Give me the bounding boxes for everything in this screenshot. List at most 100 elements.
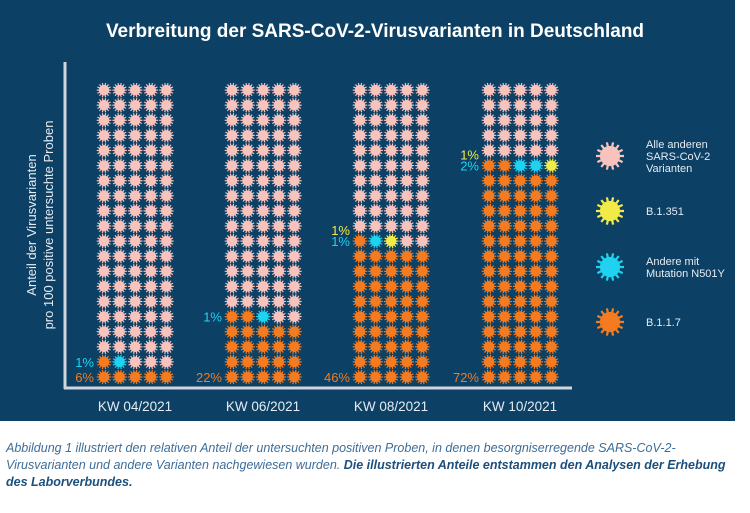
virus-mark-b-1-1-7 — [271, 339, 287, 355]
virus-mark-alle-anderen-sars-cov-2-varianten — [415, 113, 430, 128]
virus-mark-alle-anderen-sars-cov-2-varianten — [399, 173, 415, 188]
virus-mark-b-1-1-7 — [528, 369, 544, 385]
virus-mark-alle-anderen-sars-cov-2-varianten — [497, 128, 512, 143]
legend-label: SARS-CoV-2 — [646, 151, 710, 163]
virus-mark-alle-anderen-sars-cov-2-varianten — [240, 279, 255, 294]
virus-mark-alle-anderen-sars-cov-2-varianten — [96, 339, 112, 355]
virus-mark-alle-anderen-sars-cov-2-varianten — [159, 309, 174, 324]
virus-mark-b-1-1-7 — [544, 324, 559, 339]
virus-mark-b-1-1-7 — [368, 264, 383, 279]
virus-mark-alle-anderen-sars-cov-2-varianten — [368, 143, 383, 158]
virus-mark-alle-anderen-sars-cov-2-varianten — [143, 294, 159, 309]
virus-mark-b-1-1-7 — [255, 339, 271, 355]
virus-mark-alle-anderen-sars-cov-2-varianten — [255, 218, 271, 234]
virus-mark-alle-anderen-sars-cov-2-varianten — [383, 203, 399, 219]
virus-mark-alle-anderen-sars-cov-2-varianten — [96, 264, 112, 279]
virus-mark-alle-anderen-sars-cov-2-varianten — [159, 173, 174, 188]
virus-mark-b-1-1-7 — [415, 369, 430, 385]
virus-mark-alle-anderen-sars-cov-2-varianten — [127, 158, 143, 173]
virus-mark-b-1-1-7 — [528, 173, 544, 188]
virus-mark-alle-anderen-sars-cov-2-varianten — [159, 82, 174, 98]
virus-mark-b-1-1-7 — [497, 369, 512, 385]
virus-mark-b-1-1-7 — [528, 339, 544, 355]
virus-mark-alle-anderen-sars-cov-2-varianten — [240, 203, 255, 219]
virus-mark-b-1-1-7 — [287, 324, 302, 339]
virus-mark-alle-anderen-sars-cov-2-varianten — [96, 128, 112, 143]
virus-mark-b-1-1-7 — [271, 369, 287, 385]
figure-caption: Abbildung 1 illustriert den relativen An… — [6, 440, 741, 491]
virus-mark-alle-anderen-sars-cov-2-varianten — [159, 128, 174, 143]
virus-mark-alle-anderen-sars-cov-2-varianten — [255, 203, 271, 219]
virus-mark-b-1-1-7 — [481, 173, 497, 188]
virus-mark-b-1-1-7 — [528, 294, 544, 309]
virus-mark-alle-anderen-sars-cov-2-varianten — [127, 128, 143, 143]
virus-mark-b-1-1-7 — [368, 324, 383, 339]
virus-mark-b-1-1-7 — [544, 309, 559, 324]
virus-mark-alle-anderen-sars-cov-2-varianten — [224, 218, 240, 234]
virus-mark-b-1-1-7 — [512, 173, 528, 188]
virus-mark-alle-anderen-sars-cov-2-varianten — [415, 173, 430, 188]
virus-mark-alle-anderen-sars-cov-2-varianten — [368, 128, 383, 143]
virus-mark-alle-anderen-sars-cov-2-varianten — [399, 188, 415, 204]
virus-mark-b-1-1-7 — [352, 354, 368, 370]
virus-mark-alle-anderen-sars-cov-2-varianten — [415, 218, 430, 234]
virus-mark-alle-anderen-sars-cov-2-varianten — [528, 143, 544, 158]
virus-mark-b-1-1-7 — [481, 309, 497, 324]
virus-mark-alle-anderen-sars-cov-2-varianten — [127, 203, 143, 219]
virus-mark-alle-anderen-sars-cov-2-varianten — [112, 203, 127, 219]
virus-mark-alle-anderen-sars-cov-2-varianten — [287, 143, 302, 158]
virus-mark-b-1-1-7 — [383, 309, 399, 324]
virus-mark-b-1-1-7 — [287, 369, 302, 385]
virus-mark-alle-anderen-sars-cov-2-varianten — [497, 82, 512, 98]
virus-mark-alle-anderen-sars-cov-2-varianten — [143, 128, 159, 143]
virus-mark-alle-anderen-sars-cov-2-varianten — [143, 188, 159, 204]
virus-mark-b-1-1-7 — [255, 369, 271, 385]
virus-mark-alle-anderen-sars-cov-2-varianten — [255, 97, 271, 113]
data-label-b1351: 1% — [460, 148, 479, 163]
virus-mark-alle-anderen-sars-cov-2-varianten — [415, 82, 430, 98]
virus-mark-alle-anderen-sars-cov-2-varianten — [415, 233, 430, 249]
virus-mark-b-1-1-7 — [383, 279, 399, 294]
virus-mark-alle-anderen-sars-cov-2-varianten — [512, 113, 528, 128]
virus-mark-b-1-1-7 — [415, 324, 430, 339]
virus-mark-alle-anderen-sars-cov-2-varianten — [368, 203, 383, 219]
virus-mark-alle-anderen-sars-cov-2-varianten — [497, 113, 512, 128]
legend-label: B.1.351 — [646, 206, 684, 218]
legend-icon — [596, 253, 624, 281]
virus-mark-alle-anderen-sars-cov-2-varianten — [143, 233, 159, 249]
virus-mark-alle-anderen-sars-cov-2-varianten — [271, 203, 287, 219]
legend-label: Varianten — [646, 163, 692, 175]
virus-mark-alle-anderen-sars-cov-2-varianten — [240, 128, 255, 143]
virus-mark-alle-anderen-sars-cov-2-varianten — [143, 113, 159, 128]
virus-mark-alle-anderen-sars-cov-2-varianten — [159, 294, 174, 309]
virus-mark-b-1-1-7 — [512, 248, 528, 264]
virus-mark-alle-anderen-sars-cov-2-varianten — [287, 279, 302, 294]
legend-icon — [596, 197, 624, 225]
virus-mark-alle-anderen-sars-cov-2-varianten — [255, 158, 271, 173]
virus-mark-andere-mit-mutation-n501y — [255, 309, 271, 324]
virus-mark-b-1-1-7 — [271, 354, 287, 370]
virus-mark-alle-anderen-sars-cov-2-varianten — [368, 173, 383, 188]
virus-mark-alle-anderen-sars-cov-2-varianten — [528, 128, 544, 143]
data-label-n501y: 1% — [75, 355, 94, 370]
virus-mark-alle-anderen-sars-cov-2-varianten — [352, 188, 368, 204]
virus-mark-alle-anderen-sars-cov-2-varianten — [368, 113, 383, 128]
virus-mark-andere-mit-mutation-n501y — [512, 158, 528, 173]
virus-mark-alle-anderen-sars-cov-2-varianten — [112, 82, 127, 98]
virus-mark-b-1-1-7 — [481, 248, 497, 264]
virus-mark-b-1-1-7 — [383, 264, 399, 279]
virus-mark-alle-anderen-sars-cov-2-varianten — [497, 143, 512, 158]
virus-mark-alle-anderen-sars-cov-2-varianten — [159, 188, 174, 204]
virus-mark-alle-anderen-sars-cov-2-varianten — [240, 218, 255, 234]
virus-mark-alle-anderen-sars-cov-2-varianten — [96, 309, 112, 324]
virus-mark-b-1-1-7 — [415, 294, 430, 309]
virus-mark-alle-anderen-sars-cov-2-varianten — [240, 248, 255, 264]
virus-mark-b-1-1-7 — [415, 339, 430, 355]
virus-mark-alle-anderen-sars-cov-2-varianten — [127, 324, 143, 339]
virus-mark-b-1-1-7 — [287, 354, 302, 370]
virus-mark-alle-anderen-sars-cov-2-varianten — [240, 294, 255, 309]
virus-mark-b-1-1-7 — [240, 354, 255, 370]
virus-mark-b-1-1-7 — [528, 188, 544, 204]
legend-label: Mutation N501Y — [646, 268, 726, 280]
virus-mark-b-1-1-7 — [352, 294, 368, 309]
